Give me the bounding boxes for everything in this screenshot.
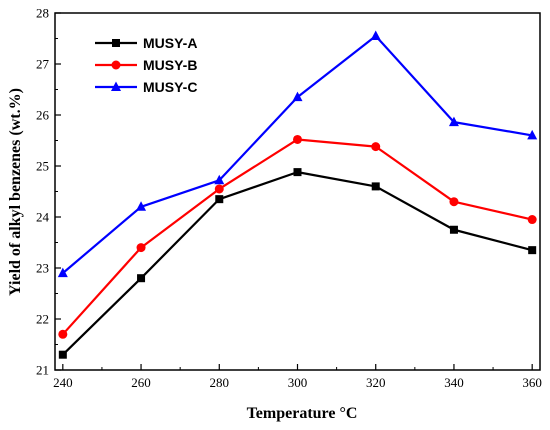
y-axis-title: Yield of alkyl benzenes (wt.%) — [7, 88, 24, 296]
data-point — [371, 182, 380, 191]
series-line — [62, 34, 533, 274]
data-point — [215, 195, 224, 204]
data-point — [136, 201, 147, 211]
x-tick-label: 280 — [210, 375, 230, 390]
data-point — [449, 225, 458, 234]
data-point — [136, 243, 146, 253]
data-point — [293, 168, 302, 177]
data-point — [371, 142, 381, 152]
data-point — [214, 184, 224, 194]
data-point — [528, 246, 537, 255]
data-point — [527, 129, 538, 140]
legend-marker — [112, 39, 120, 47]
data-point — [293, 134, 302, 144]
data-point — [57, 267, 68, 278]
data-point — [292, 91, 303, 102]
y-tick-label: 26 — [36, 108, 50, 123]
legend-label: MUSY-A — [143, 35, 197, 51]
legend-label: MUSY-B — [143, 57, 197, 73]
x-axis-title: Temperature °C — [247, 405, 358, 422]
series-line — [62, 171, 533, 356]
data-point — [137, 274, 146, 283]
data-point — [370, 30, 381, 40]
data-point — [214, 174, 225, 185]
y-tick-label: 28 — [36, 6, 49, 21]
x-tick-label: 300 — [288, 375, 308, 390]
x-tick-label: 340 — [444, 375, 464, 390]
x-tick-label: 240 — [53, 375, 73, 390]
y-tick-label: 22 — [36, 312, 49, 327]
x-tick-label: 360 — [522, 375, 542, 390]
data-point — [527, 215, 537, 225]
data-point — [58, 329, 68, 339]
x-tick-label: 260 — [131, 375, 151, 390]
y-tick-label: 24 — [36, 210, 50, 225]
plot-area: 240 260 280 300 320 340 360 21 22 23 24 25 26 27 28 MUS… — [36, 6, 542, 391]
y-tick-label: 27 — [36, 57, 50, 72]
legend-marker — [111, 81, 121, 91]
data-point — [449, 197, 459, 207]
data-point — [58, 350, 67, 359]
y-tick-label: 23 — [36, 261, 49, 276]
y-tick-label: 21 — [36, 363, 49, 378]
legend-label: MUSY-C — [143, 79, 197, 95]
y-tick-label: 25 — [36, 159, 49, 174]
x-tick-label: 320 — [366, 375, 386, 390]
plot-frame — [54, 12, 541, 371]
data-point — [448, 116, 459, 127]
legend-marker — [111, 60, 121, 70]
